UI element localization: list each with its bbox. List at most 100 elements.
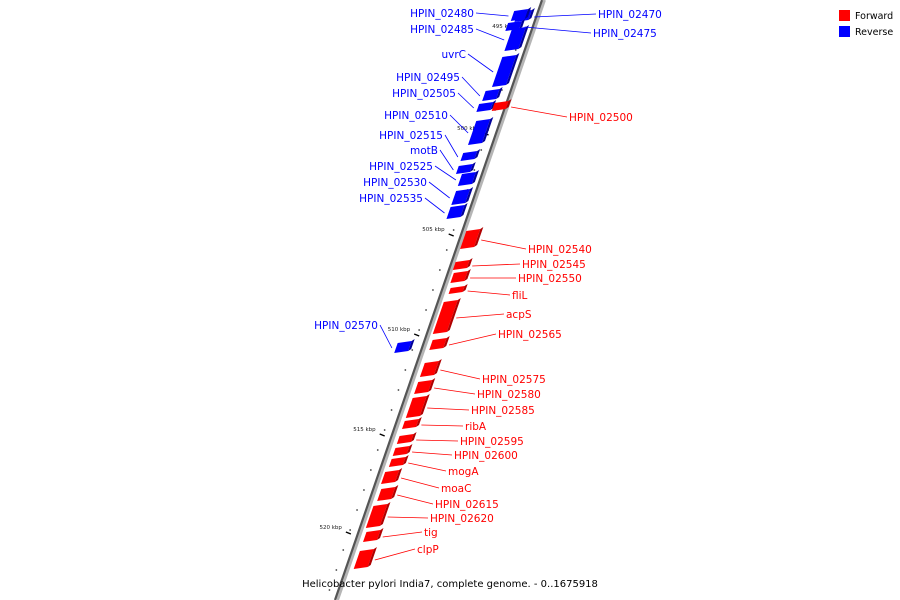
gene-label[interactable]: HPIN_02530 [363,177,427,189]
leader-line [440,369,481,380]
gene-label[interactable]: HPIN_02540 [528,244,592,256]
gene-feature-HPIN_02595[interactable] [396,432,417,444]
gene-feature-HPIN_02505[interactable] [476,100,497,112]
tick-label: 505 kbp [422,227,445,233]
gene-feature-tig[interactable] [363,528,384,542]
tick-label: 520 kbp [319,525,342,531]
minor-tick [445,249,448,251]
gene-label[interactable]: HPIN_02475 [593,28,657,40]
leader-line [456,313,505,319]
gene-label[interactable]: HPIN_02595 [460,436,524,448]
gene-label[interactable]: ribA [465,421,487,433]
gene-label[interactable]: HPIN_02600 [454,450,518,462]
tick-label: 495 kbp [492,24,515,30]
gene-label[interactable]: HPIN_02570 [314,320,378,332]
major-tick [379,433,385,437]
gene-label[interactable]: HPIN_02535 [359,193,423,205]
gene-label[interactable]: acpS [506,309,532,321]
gene-feature-mogA[interactable] [388,455,409,467]
gene-feature-HPIN_02510[interactable] [467,117,494,145]
gene-label[interactable]: HPIN_02620 [430,513,494,525]
legend-reverse-swatch [839,26,850,37]
gene-label[interactable]: HPIN_02505 [392,88,456,100]
leader-line [524,26,592,34]
major-tick [448,233,454,237]
tick-label: 510 kbp [388,327,411,333]
gene-label[interactable]: HPIN_02500 [569,112,633,124]
gene-label[interactable]: HPIN_02545 [522,259,586,271]
gene-label[interactable]: HPIN_02485 [410,24,474,36]
gene-feature-HPIN_02495[interactable] [482,87,503,101]
gene-feature-HPIN_02530[interactable] [451,187,474,205]
gene-feature-uvrC[interactable] [491,53,520,87]
gene-label[interactable]: HPIN_02615 [435,499,499,511]
leader-line [467,53,494,73]
gene-feature-moaC[interactable] [381,468,403,484]
major-tick [413,333,420,337]
minor-tick [473,169,476,171]
gene-label[interactable]: HPIN_02470 [598,9,662,21]
leader-line [408,462,447,472]
gene-feature-ribA[interactable] [401,417,422,429]
gene-label[interactable]: HPIN_02510 [384,110,448,122]
gene-feature-HPIN_02525[interactable] [457,170,479,186]
minor-tick [432,289,434,291]
gene-feature-HPIN_02615[interactable] [377,485,399,501]
gene-label[interactable]: moaC [441,483,471,495]
gene-label[interactable]: fliL [512,290,528,302]
gene-features [353,7,535,569]
gene-feature-HPIN_02500[interactable] [491,99,512,111]
gene-label[interactable]: HPIN_02575 [482,374,546,386]
leader-line [461,76,481,97]
gene-feature-HPIN_02570[interactable] [394,339,415,353]
minor-tick [390,409,393,411]
gene-label[interactable]: motB [410,145,438,157]
gene-label[interactable]: HPIN_02495 [396,72,460,84]
gene-feature-HPIN_02600[interactable] [392,444,413,456]
gene-feature-HPIN_02515[interactable] [460,149,481,161]
gene-label[interactable]: HPIN_02585 [471,405,535,417]
legend: Forward Reverse [839,10,893,38]
minor-tick [480,149,483,151]
gene-label[interactable]: HPIN_02550 [518,273,582,285]
gene-feature-HPIN_02480[interactable] [510,7,532,21]
gene-label[interactable]: uvrC [441,49,466,61]
gene-label[interactable]: HPIN_02515 [379,130,443,142]
leader-line [449,114,469,134]
gene-feature-HPIN_02580[interactable] [414,378,436,394]
minor-tick [438,269,441,271]
gene-feature-HPIN_02545[interactable] [452,258,473,270]
minor-tick [342,549,345,551]
minor-tick [369,469,372,471]
gene-label[interactable]: HPIN_02480 [410,8,474,20]
gene-feature-clpP[interactable] [353,547,377,569]
gene-feature-HPIN_02575[interactable] [419,359,442,377]
gene-feature-acpS[interactable] [432,298,461,334]
tick-label: 500 kbp [457,126,480,132]
gene-label[interactable]: clpP [417,544,439,556]
leader-line [434,165,457,181]
legend-forward-label: Forward [855,11,893,22]
gene-feature-fliL[interactable] [448,284,468,294]
gene-feature-HPIN_02585[interactable] [405,394,430,418]
leader-line [374,548,416,561]
gene-feature-HPIN_02540[interactable] [460,227,484,249]
gene-feature-HPIN_02485[interactable] [504,25,529,51]
gene-feature-motB[interactable] [455,162,476,174]
minor-tick [376,449,379,451]
gene-label[interactable]: HPIN_02565 [498,329,562,341]
gene-label[interactable]: mogA [448,466,479,478]
genome-caption: Helicobacter pylori India7, complete gen… [302,579,598,590]
gene-label[interactable]: HPIN_02525 [369,161,433,173]
leader-line [467,290,511,296]
gene-feature-HPIN_02565[interactable] [429,336,450,350]
gene-label[interactable]: tig [424,527,438,539]
gene-feature-HPIN_02535[interactable] [446,203,468,219]
gene-feature-HPIN_02550[interactable] [450,269,471,283]
leader-line [424,197,445,214]
gene-feature-HPIN_02620[interactable] [365,502,391,528]
gene-label[interactable]: HPIN_02580 [477,389,541,401]
legend-forward-swatch [839,10,850,21]
leader-line [397,494,434,505]
